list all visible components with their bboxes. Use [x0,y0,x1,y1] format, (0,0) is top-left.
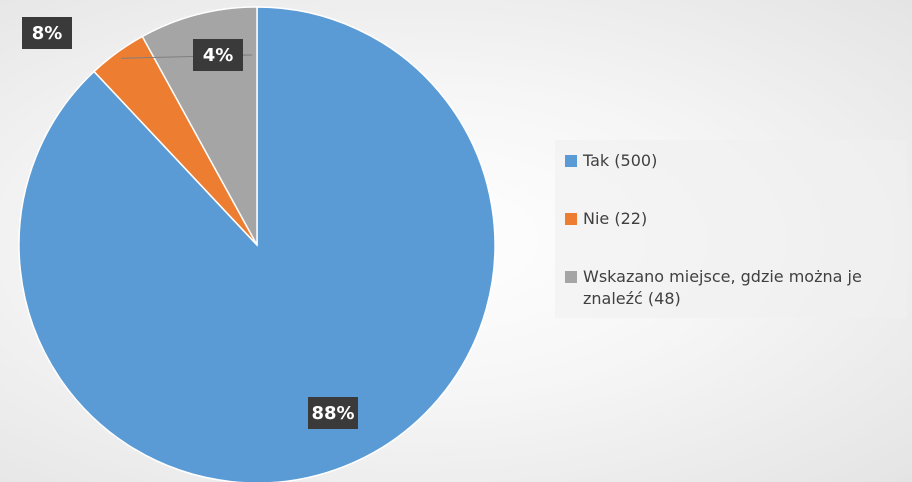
pie-slice [18,6,496,482]
leader-line [121,54,253,59]
legend-item: Wskazano miejsce, gdzie można je znaleźć… [555,266,907,310]
legend-label: Wskazano miejsce, gdzie można je znaleźć… [583,267,862,308]
label-box [308,397,358,429]
data-label: 4% [203,45,234,66]
data-label: 88% [311,403,354,424]
legend-label: Nie (22) [583,209,648,228]
legend-label: Tak (500) [583,151,658,170]
legend-swatch [565,271,577,283]
label-box [22,17,72,49]
legend-item: Tak (500) [555,150,907,172]
legend-swatch [565,155,577,167]
legend: Tak (500) Nie (22) Wskazano miejsce, gdzie… [555,140,907,318]
label-box [193,39,243,71]
legend-item: Nie (22) [555,208,907,230]
data-label: 8% [32,23,63,44]
legend-swatch [565,213,577,225]
